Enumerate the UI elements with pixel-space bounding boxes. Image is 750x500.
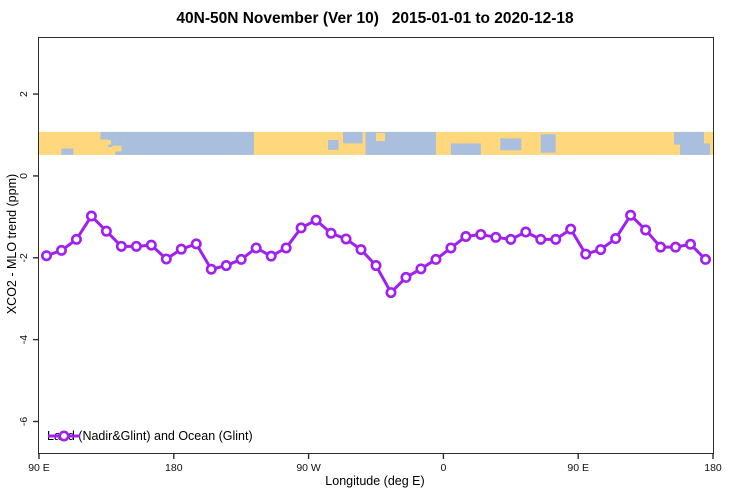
data-point-marker bbox=[370, 260, 382, 272]
map-band-ocean bbox=[124, 131, 254, 155]
data-point-marker bbox=[250, 242, 262, 254]
data-point-marker bbox=[190, 238, 202, 250]
data-point-marker bbox=[520, 226, 532, 238]
data-point-marker bbox=[565, 223, 577, 235]
legend-line-marker-icon bbox=[48, 430, 80, 442]
legend: Land (Nadir&Glint) and Ocean (Glint) bbox=[47, 429, 253, 443]
data-point-marker bbox=[145, 239, 157, 251]
data-point-marker bbox=[355, 244, 367, 256]
chart-title: 40N-50N November (Ver 10) 2015-01-01 to … bbox=[176, 10, 574, 27]
data-point-marker bbox=[670, 241, 682, 253]
legend-label: Land (Nadir&Glint) and Ocean (Glint) bbox=[47, 429, 253, 443]
map-band-ocean bbox=[674, 131, 681, 145]
data-point-marker bbox=[460, 230, 472, 242]
data-point-marker bbox=[175, 243, 187, 255]
map-band-ocean bbox=[328, 139, 339, 150]
data-point-marker bbox=[490, 231, 502, 243]
y-axis-label: XCO2 - MLO trend (ppm) bbox=[5, 173, 19, 315]
data-point-marker bbox=[130, 240, 142, 252]
data-point-marker bbox=[160, 253, 172, 265]
data-point-marker bbox=[55, 244, 67, 256]
x-tick-label: 90 E bbox=[567, 462, 589, 474]
data-point-marker bbox=[505, 233, 517, 245]
y-tick-label: 2 bbox=[18, 91, 30, 97]
map-band-ocean bbox=[500, 138, 522, 151]
data-point-marker bbox=[655, 241, 667, 253]
data-point-marker bbox=[700, 253, 712, 265]
data-point-marker bbox=[430, 253, 442, 265]
x-tick-label: 180 bbox=[165, 462, 183, 474]
data-line bbox=[45, 213, 707, 295]
data-point-marker bbox=[445, 242, 457, 254]
data-point-marker bbox=[85, 210, 97, 222]
y-tick-label: -2 bbox=[18, 253, 30, 262]
data-point-marker bbox=[625, 209, 637, 221]
map-band-ocean bbox=[100, 131, 108, 140]
data-point-marker bbox=[265, 250, 277, 262]
data-point-marker bbox=[205, 263, 217, 275]
x-axis-label: Longitude (deg E) bbox=[325, 474, 425, 488]
data-point-marker bbox=[295, 222, 307, 234]
data-point-marker bbox=[70, 233, 82, 245]
map-band-ocean bbox=[704, 143, 711, 155]
data-point-marker bbox=[610, 233, 622, 245]
data-point-marker bbox=[400, 271, 412, 283]
map-band-ocean bbox=[115, 131, 125, 155]
data-point-marker bbox=[340, 233, 352, 245]
x-tick-label: 90 E bbox=[28, 462, 50, 474]
data-point-marker bbox=[220, 260, 232, 272]
data-point-marker bbox=[100, 225, 112, 237]
data-point-marker bbox=[550, 233, 562, 245]
map-band-ocean bbox=[540, 134, 556, 153]
x-tick-label: 180 bbox=[704, 462, 722, 474]
map-band-ocean bbox=[680, 131, 705, 155]
map-band-ocean bbox=[107, 131, 116, 148]
data-point-marker bbox=[685, 238, 697, 250]
data-point-marker bbox=[40, 250, 52, 262]
x-tick-label: 90 W bbox=[296, 462, 321, 474]
data-point-marker bbox=[535, 233, 547, 245]
data-point-marker bbox=[475, 228, 487, 240]
map-band-island bbox=[105, 139, 111, 145]
chart-plot-area: 90 E 180 90 W 0 90 E 180 2 0 -2 -4 -6 Land (Nadir&… bbox=[18, 37, 722, 474]
x-tick-label: 0 bbox=[440, 462, 446, 474]
data-point-marker bbox=[595, 244, 607, 256]
data-point-marker bbox=[280, 242, 292, 254]
data-point-marker bbox=[385, 287, 397, 299]
data-point-marker bbox=[310, 214, 322, 226]
chart-svg: 90 E 180 90 W 0 90 E 180 2 0 -2 -4 -6 bbox=[18, 91, 722, 474]
data-point-marker bbox=[580, 248, 592, 260]
map-band-island bbox=[376, 133, 385, 142]
data-point-marker bbox=[415, 263, 427, 275]
map-band-island bbox=[112, 145, 122, 152]
map-band-ocean bbox=[450, 143, 481, 155]
y-tick-label: -6 bbox=[18, 417, 30, 426]
map-band-ocean bbox=[61, 148, 74, 155]
data-point-marker bbox=[640, 224, 652, 236]
data-point-marker bbox=[325, 227, 337, 239]
data-point-marker bbox=[235, 253, 247, 265]
map-band-ocean bbox=[343, 131, 363, 144]
data-point-marker bbox=[115, 240, 127, 252]
y-tick-label: -4 bbox=[18, 335, 30, 344]
y-tick-label: 0 bbox=[18, 173, 30, 179]
